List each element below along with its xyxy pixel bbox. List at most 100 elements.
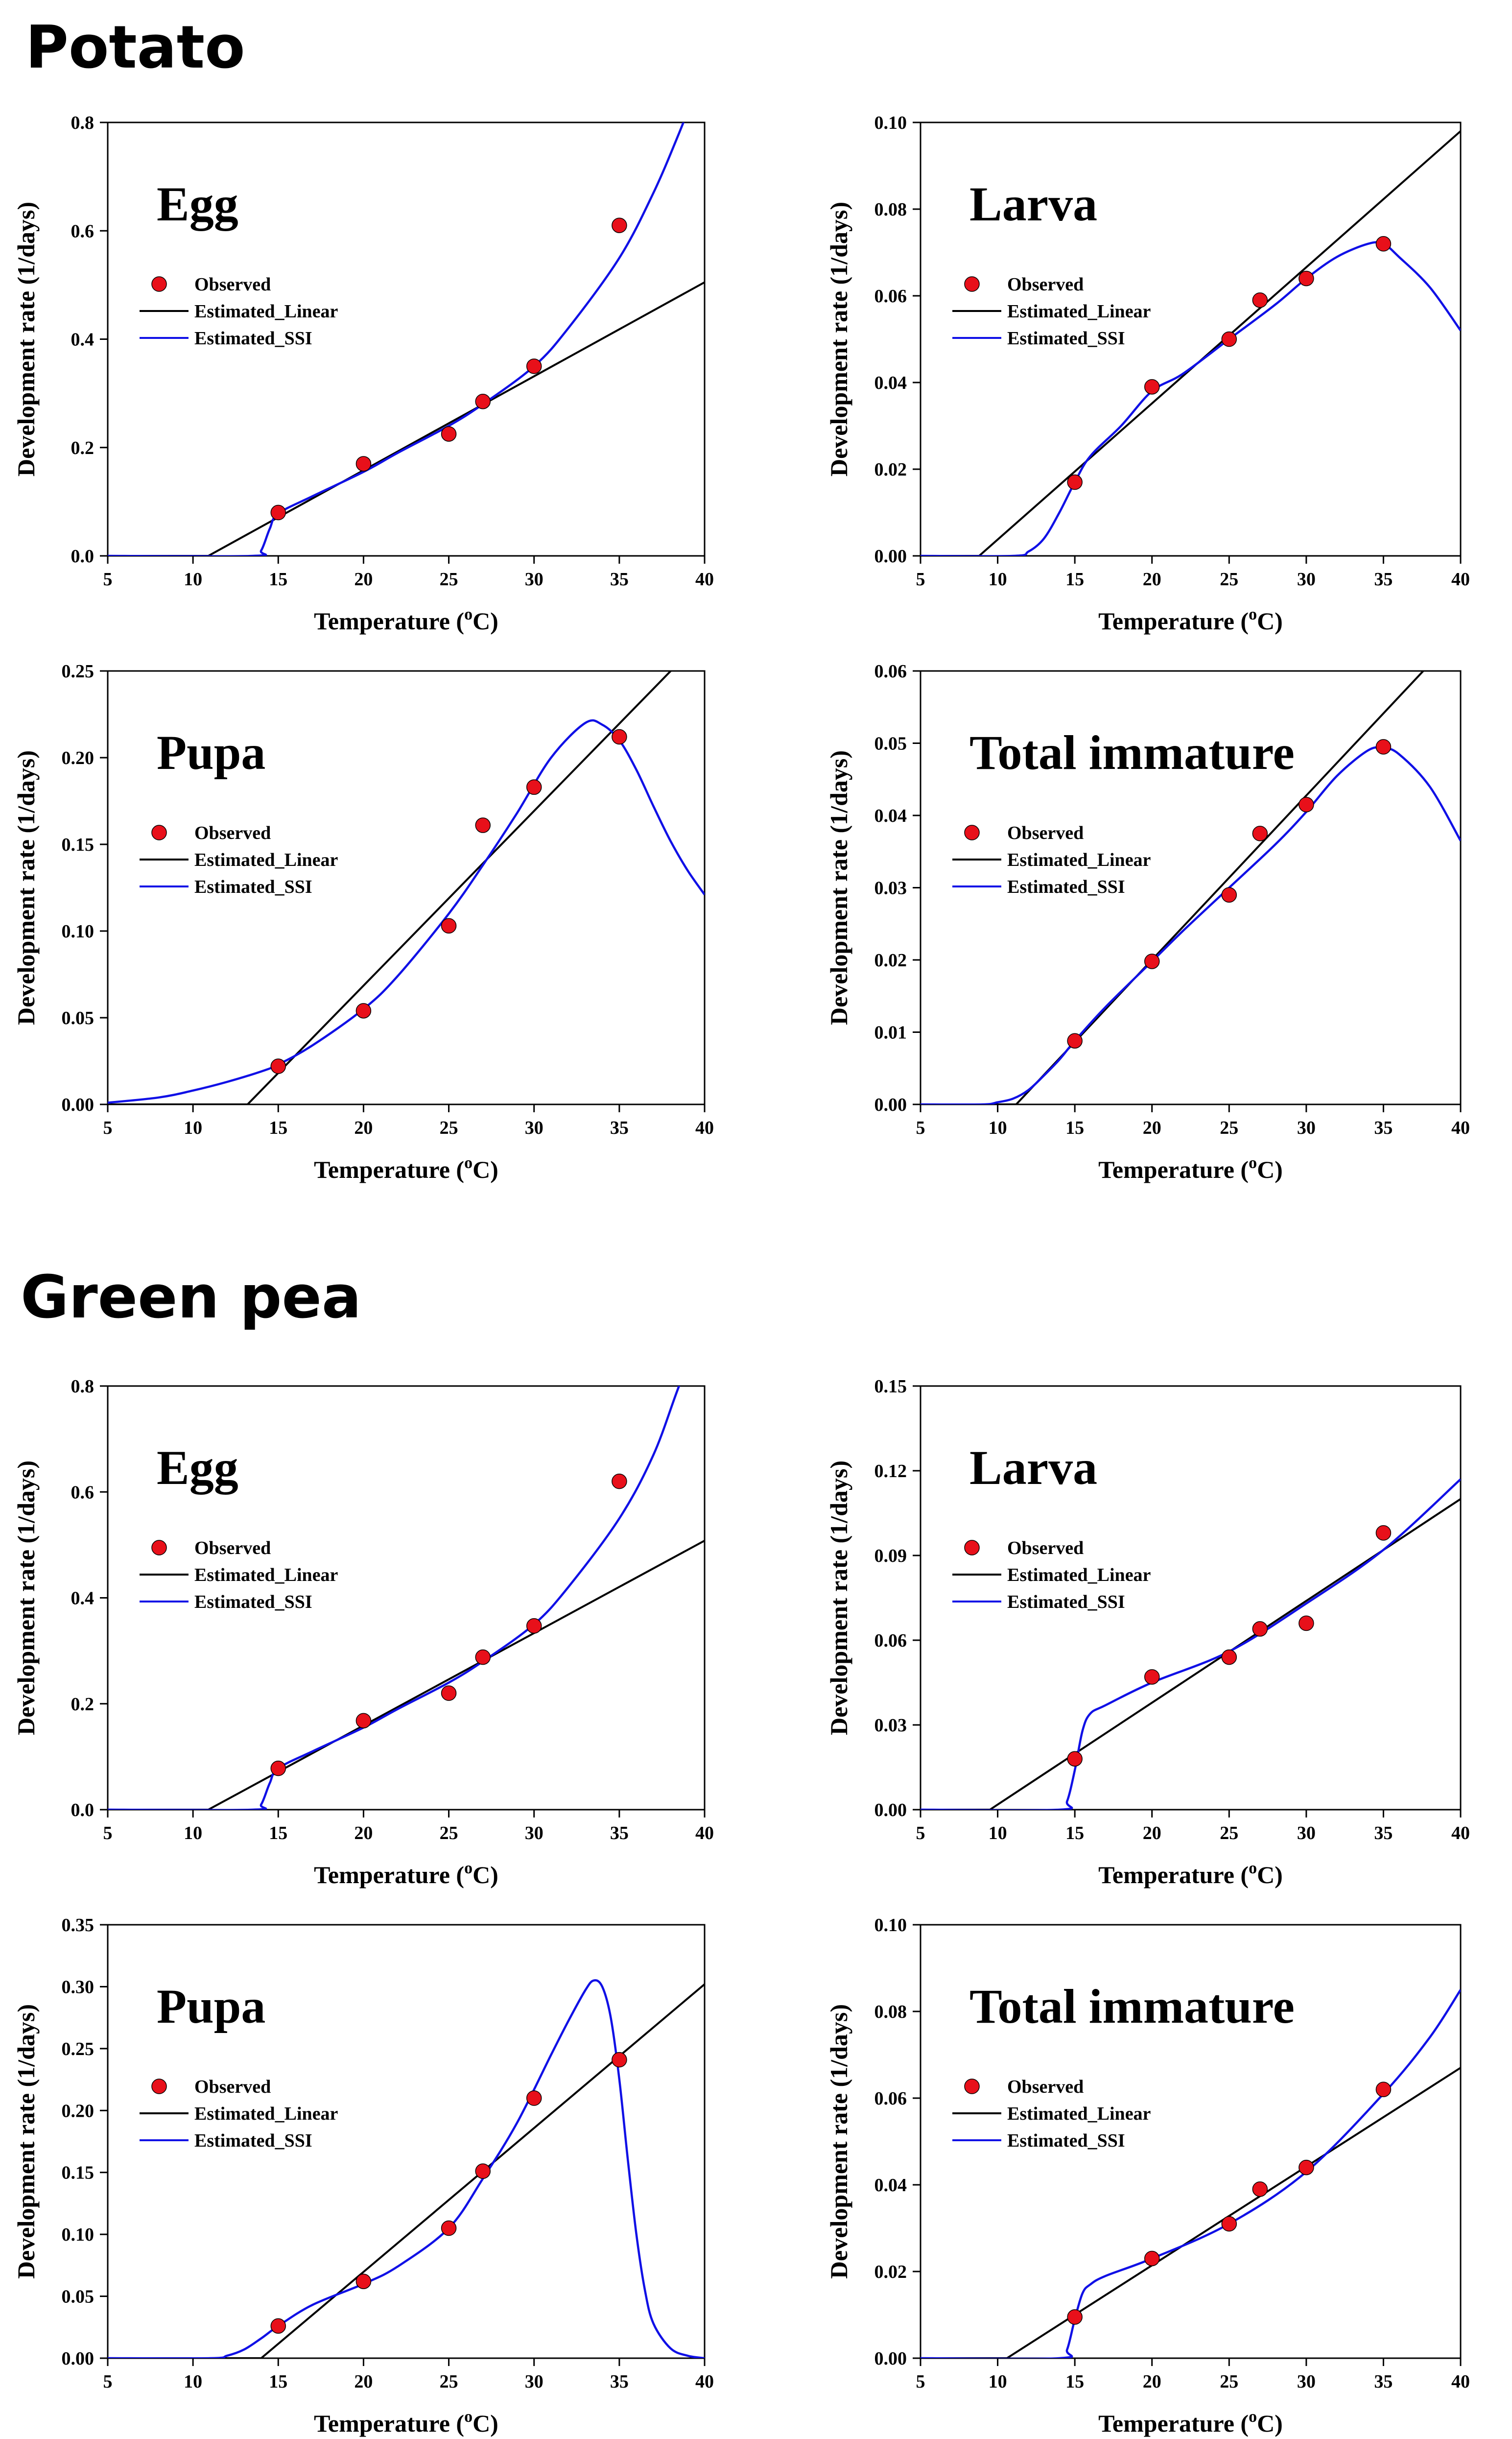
observed-point [355,456,372,472]
x-axis-label: Temperature (oC) [314,2408,498,2437]
chart-potato-pupa: 5 10 15 20 25 30 35 40 0.00 0.05 0.10 0.15 0.20 0.25 T… [12,661,714,1183]
x-tick-label: 10 [184,569,202,590]
x-tick-label: 35 [610,1118,629,1138]
observed-point [526,1618,542,1634]
y-tick-label: 0.02 [874,950,907,971]
x-tick-label: 15 [269,2371,287,2392]
x-tick-label: 25 [1220,2371,1238,2392]
legend-observed-label: Observed [194,1538,271,1558]
legend-linear-label: Estimated_Linear [1007,1565,1151,1585]
observed-point [1375,236,1392,252]
observed-point [441,1685,457,1701]
y-tick-label: 0.08 [874,2002,907,2022]
legend-observed-marker [964,276,980,292]
y-tick-label: 0.05 [62,2287,94,2307]
series-estimated-ssi-line [921,241,1461,556]
stage-title: Total immature [969,725,1295,780]
chart-potato-egg: 5 10 15 20 25 30 35 40 0.0 0.2 0.4 0.6 0.8 Temperatur… [12,113,714,635]
y-tick-label: 0.05 [62,1008,94,1028]
x-axis-label: Temperature (oC) [1098,1859,1283,1889]
legend-linear-label: Estimated_Linear [194,1565,338,1585]
y-axis-label: Development rate (1/days) [825,2004,852,2279]
legend-observed-marker [151,825,167,840]
y-tick-label: 0.6 [71,1482,94,1503]
legend-ssi-label: Estimated_SSI [194,877,312,897]
y-tick-label: 0.15 [62,2163,94,2183]
legend-linear-label: Estimated_Linear [194,2104,338,2124]
legend-observed-marker [151,276,167,292]
observed-point [355,1713,372,1729]
x-tick-label: 15 [1065,2371,1084,2392]
legend-observed-label: Observed [1007,823,1084,843]
x-tick-label: 40 [1451,569,1470,590]
observed-point [1144,379,1160,395]
x-tick-label: 30 [1297,1823,1316,1843]
series-estimated-ssi-line [108,1979,705,2358]
x-tick-label: 35 [610,569,629,590]
y-tick-label: 0.02 [874,459,907,480]
observed-point [1221,1649,1237,1665]
chart-potato-total-immature: 5 10 15 20 25 30 35 40 0.00 0.01 0.02 0.03 0.04 0.05 0… [825,661,1470,1183]
x-tick-label: 20 [354,2371,373,2392]
chart-potato-larva: 5 10 15 20 25 30 35 40 0.00 0.02 0.04 0.06 0.08 0.10 T… [825,113,1470,635]
y-tick-label: 0.00 [874,1095,907,1115]
y-tick-label: 0.8 [71,1376,94,1397]
x-tick-label: 35 [1374,1823,1393,1843]
x-tick-label: 5 [103,569,113,590]
y-tick-label: 0.12 [874,1461,907,1482]
observed-point [1299,797,1314,813]
legend-linear-label: Estimated_Linear [194,850,338,870]
x-tick-label: 10 [989,1823,1007,1843]
y-tick-label: 0.00 [62,1095,94,1115]
y-tick-label: 0.10 [874,1915,907,1936]
x-tick-label: 25 [1220,569,1238,590]
legend-observed-marker [964,825,980,840]
legend-observed-label: Observed [1007,2077,1084,2097]
stage-title: Total immature [969,1979,1295,2033]
legend-observed-label: Observed [1007,274,1084,295]
x-tick-label: 30 [525,2371,543,2392]
y-tick-label: 0.0 [71,1800,94,1820]
y-tick-label: 0.35 [62,1915,94,1936]
x-tick-label: 20 [1143,2371,1161,2392]
x-tick-label: 10 [989,2371,1007,2392]
y-tick-label: 0.06 [874,2088,907,2109]
y-tick-label: 0.06 [874,286,907,307]
x-tick-label: 25 [1220,1823,1238,1843]
x-axis-label: Temperature (oC) [314,1859,498,1889]
x-tick-label: 40 [695,1823,714,1843]
legend-observed-marker [151,2079,167,2094]
observed-point [270,2318,286,2334]
legend-ssi-label: Estimated_SSI [1007,2130,1125,2151]
x-axis-label: Temperature (oC) [1098,605,1283,635]
observed-point [355,1003,372,1019]
section-title-potato: Potato [25,14,245,82]
stage-title: Pupa [157,725,265,780]
x-tick-label: 40 [1451,2371,1470,2392]
observed-point [441,426,457,442]
observed-point [441,918,457,934]
y-tick-label: 0.06 [874,1630,907,1651]
observed-point [1221,331,1237,347]
x-axis-label: Temperature (oC) [1098,2408,1283,2437]
x-tick-label: 15 [269,569,287,590]
x-tick-label: 40 [695,1118,714,1138]
x-tick-label: 30 [1297,2371,1316,2392]
y-tick-label: 0.6 [71,221,94,241]
x-tick-label: 25 [440,1823,458,1843]
x-tick-label: 5 [916,2371,925,2392]
y-tick-label: 0.10 [62,921,94,942]
chart-green-pea-larva: 5 10 15 20 25 30 35 40 0.00 0.03 0.06 0.09 0.12 0.15 T… [825,1376,1470,1889]
observed-point [1252,1621,1268,1637]
y-axis-label: Development rate (1/days) [12,750,40,1025]
legend-observed-label: Observed [194,2077,271,2097]
y-axis-label: Development rate (1/days) [825,202,852,477]
x-tick-label: 15 [269,1118,287,1138]
series-estimated-linear-line [108,1983,705,2358]
y-tick-label: 0.2 [71,438,94,458]
observed-point [441,2220,457,2236]
plot-frame [920,1924,1462,2359]
legend-observed-marker [964,2079,980,2094]
plot-frame [107,670,706,1105]
legend-observed-marker [151,1540,167,1555]
